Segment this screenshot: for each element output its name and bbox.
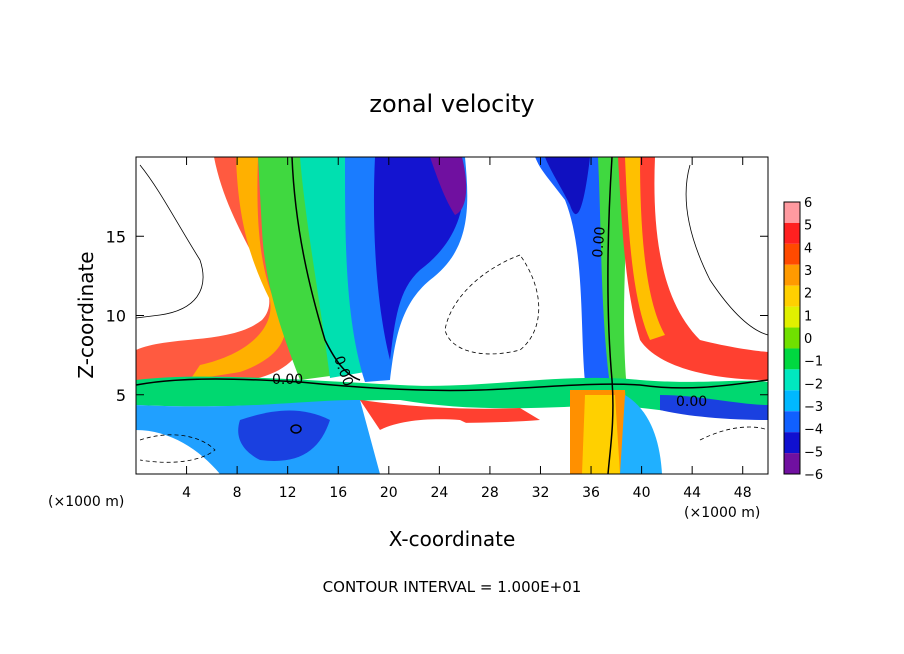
- x-tick-label: 8: [233, 485, 242, 501]
- field-blue-lowerright: [620, 395, 662, 474]
- colorbar-label: 2: [804, 287, 812, 302]
- x-tick-label: 40: [633, 485, 651, 501]
- field-green-band: [136, 376, 768, 420]
- field-yellow-right: [625, 157, 665, 340]
- x-tick-label: 36: [582, 485, 600, 501]
- field-white-center: [400, 157, 565, 380]
- colorbar-swatch: [784, 285, 800, 307]
- colorbar-label: 0: [804, 332, 812, 347]
- colorbar-label: −4: [804, 423, 823, 438]
- field-darkblue-upper: [373, 157, 464, 360]
- colorbar: 6 5 4 3 2 1 0 −1 −2 −3 −4 −5 −6: [783, 196, 823, 483]
- x-unit-label-left: (×1000 m): [48, 494, 124, 510]
- colorbar-swatch: [784, 432, 800, 454]
- colorbar-swatch: [784, 327, 800, 349]
- colorbar-swatch: [784, 243, 800, 265]
- colorbar-label: 5: [804, 219, 812, 234]
- chart-title: zonal velocity: [369, 90, 534, 118]
- field-darkblue-right: [545, 157, 590, 215]
- x-tick-label: 48: [734, 485, 752, 501]
- contour-zero-right: [607, 156, 614, 475]
- y-tick-label: 15: [106, 227, 126, 246]
- colorbar-swatch: [784, 369, 800, 391]
- colorbar-swatch: [784, 348, 800, 370]
- contour-dashed-center: [444, 254, 539, 355]
- colorbar-label: −6: [804, 468, 823, 483]
- colorbar-label: 4: [804, 241, 812, 256]
- field-darkblue-lowerright: [660, 395, 768, 420]
- contour-dashed-lowerright: [699, 426, 769, 441]
- colorbar-label: −1: [804, 355, 823, 370]
- field-cyan-center: [300, 157, 365, 378]
- colorbar-swatch: [784, 411, 800, 433]
- field-purple-top: [430, 157, 467, 215]
- y-axis-label: Z-coordinate: [74, 251, 98, 378]
- colorbar-swatch: [784, 390, 800, 412]
- colorbar-label: 3: [804, 264, 812, 279]
- colorbar-label: −5: [804, 445, 823, 460]
- x-tick-label: 12: [279, 485, 297, 501]
- colorbar-label: 6: [804, 196, 812, 211]
- x-tick-label: 32: [532, 485, 550, 501]
- x-axis-label: X-coordinate: [389, 527, 516, 551]
- contour-zero-band: [135, 378, 769, 392]
- contour-dashed-lowerleft: [139, 434, 216, 463]
- colorbar-swatch: [784, 306, 800, 328]
- contour-thin-left: [135, 164, 204, 319]
- y-ticks: 5 10 15: [106, 227, 768, 405]
- x-ticks: 4 8 12 16 20 24 28 32 36 40 44 48: [182, 157, 752, 501]
- y-tick-label: 5: [116, 386, 126, 405]
- plot-area: 0.00 0.00 0.00 0.00 4 8 12 16 20 24 28 32 36 40 44…: [106, 156, 769, 501]
- contour-label-4: 0.00: [676, 394, 707, 410]
- contour-label-3: 0.00: [590, 226, 609, 258]
- contour-zero-left: [291, 156, 361, 381]
- contour-small-loop: [290, 424, 302, 434]
- field-white-lower: [380, 419, 570, 474]
- colorbar-swatch: [784, 202, 800, 223]
- colorbar-frame: [783, 201, 801, 475]
- contour-label-1: 0.00: [272, 372, 303, 388]
- colorbar-swatch: [784, 222, 800, 244]
- colorbar-swatch: [784, 264, 800, 286]
- contour-interval-note: CONTOUR INTERVAL = 1.000E+01: [323, 578, 582, 596]
- x-tick-label: 16: [329, 485, 347, 501]
- x-tick-label: 4: [182, 485, 191, 501]
- x-tick-label: 20: [380, 485, 398, 501]
- colorbar-label: 1: [804, 309, 812, 324]
- x-tick-label: 24: [430, 485, 448, 501]
- field-yellow-lowercenter: [582, 395, 620, 474]
- y-tick-label: 10: [106, 307, 126, 326]
- field-blue-right: [535, 157, 612, 382]
- x-tick-label: 44: [683, 485, 701, 501]
- contour-lines: [135, 156, 769, 475]
- colorbar-swatch: [784, 453, 800, 474]
- field-darkblue-lowerleft: [238, 410, 330, 461]
- x-unit-label-right: (×1000 m): [684, 505, 760, 521]
- colorbar-label: −2: [804, 377, 823, 392]
- colorbar-label: −3: [804, 400, 823, 415]
- contour-thin-right: [685, 164, 769, 336]
- x-tick-label: 28: [481, 485, 499, 501]
